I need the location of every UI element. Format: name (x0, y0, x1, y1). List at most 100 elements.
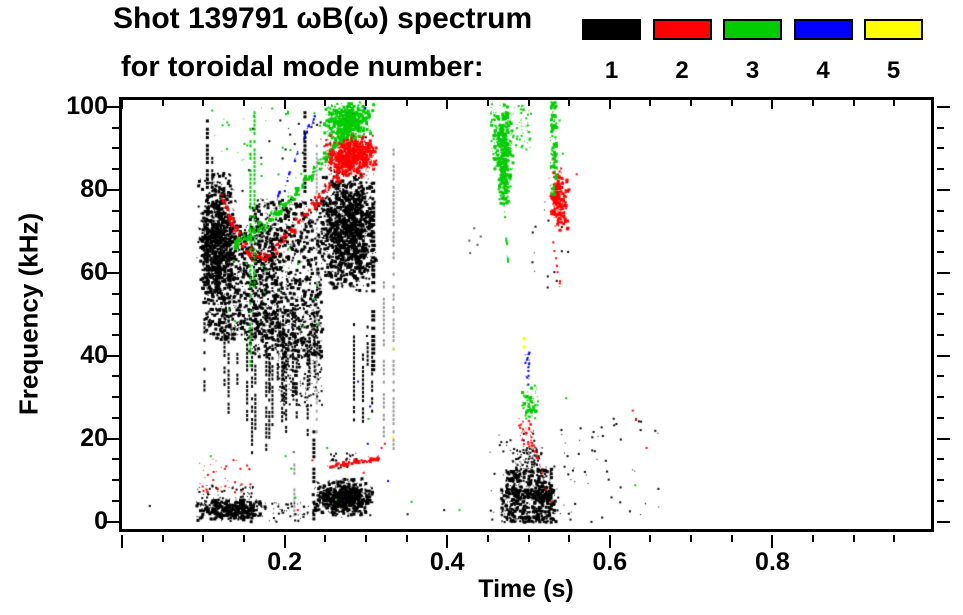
y-major-tick (106, 437, 119, 440)
y-major-tick (106, 188, 119, 191)
legend-swatch-n4 (793, 19, 853, 40)
y-major-tick-right (937, 271, 950, 274)
legend-label-n5: 5 (886, 57, 901, 84)
x-minor-tick (405, 535, 408, 542)
x-minor-tick-top (893, 100, 896, 106)
y-minor-tick-right (937, 479, 944, 482)
x-major-tick (771, 535, 774, 548)
chart-title-line1: Shot 139791 ωB(ω) spectrum (113, 2, 533, 35)
x-tick-label: 0.6 (592, 548, 628, 576)
legend-label-n1: 1 (604, 57, 619, 84)
y-minor-tick (112, 230, 119, 233)
y-minor-tick (112, 313, 119, 316)
legend-label-n2: 2 (675, 57, 689, 84)
x-minor-tick (364, 535, 367, 542)
legend-swatch-n5 (864, 19, 923, 40)
x-minor-tick (161, 535, 164, 542)
x-minor-tick (852, 535, 855, 542)
y-tick-label: 80 (80, 174, 108, 203)
legend-swatch-n3 (723, 19, 782, 40)
y-minor-tick-right (937, 375, 944, 378)
y-minor-tick-right (937, 147, 944, 150)
x-minor-tick (242, 535, 245, 542)
x-major-tick (121, 535, 123, 548)
x-major-tick (446, 535, 449, 548)
y-minor-tick (112, 499, 119, 502)
x-minor-tick-top (161, 100, 164, 106)
y-minor-tick-right (937, 458, 944, 461)
y-minor-tick (112, 126, 119, 129)
x-minor-tick-top (364, 100, 367, 106)
x-minor-tick (893, 535, 896, 542)
x-tick-label: 0.2 (267, 548, 302, 576)
x-minor-tick (690, 535, 693, 542)
y-tick-label: 20 (80, 423, 108, 452)
legend-label-n4: 4 (816, 57, 830, 84)
y-minor-tick (112, 416, 119, 419)
x-minor-tick-top (649, 100, 652, 106)
x-minor-tick (730, 535, 733, 542)
y-major-tick (106, 520, 119, 523)
y-minor-tick-right (937, 230, 944, 233)
y-minor-tick-right (937, 251, 944, 254)
x-axis-title: Time (s) (478, 575, 574, 603)
y-tick-label: 0 (94, 506, 108, 535)
y-major-tick (106, 106, 119, 109)
x-minor-tick-top (202, 100, 205, 106)
y-minor-tick-right (937, 334, 944, 337)
spectrogram-canvas (122, 100, 931, 529)
x-minor-tick-top (242, 100, 245, 106)
x-minor-tick-top (690, 100, 693, 106)
y-axis-title: Frequency (kHz) (13, 212, 44, 416)
y-minor-tick (112, 396, 119, 399)
x-minor-tick (527, 535, 530, 542)
x-minor-tick-top (852, 100, 855, 106)
y-minor-tick (112, 168, 119, 171)
x-minor-tick (486, 535, 489, 542)
x-major-tick-top (608, 100, 611, 109)
y-minor-tick-right (937, 292, 944, 295)
y-minor-tick-right (937, 313, 944, 316)
y-minor-tick (112, 209, 119, 212)
y-minor-tick (112, 292, 119, 295)
x-tick-label: 0.4 (429, 548, 465, 576)
x-major-tick-top (121, 100, 123, 109)
y-minor-tick-right (937, 416, 944, 419)
y-tick-label: 60 (80, 257, 108, 286)
plot-area (119, 97, 934, 532)
y-minor-tick-right (937, 168, 944, 171)
chart-title-line2: for toroidal mode number: (121, 51, 484, 83)
y-minor-tick-right (937, 209, 944, 212)
y-minor-tick-right (937, 126, 944, 129)
x-minor-tick-top (324, 100, 327, 106)
y-minor-tick-right (937, 396, 944, 399)
y-major-tick (106, 271, 119, 274)
legend-label-n3: 3 (745, 57, 760, 84)
y-minor-tick (112, 147, 119, 150)
legend-swatch-n1 (582, 19, 641, 40)
x-major-tick-top (283, 100, 286, 109)
x-major-tick (608, 535, 611, 548)
x-major-tick (283, 535, 286, 548)
y-tick-label: 100 (66, 92, 108, 121)
y-minor-tick (112, 375, 119, 378)
x-minor-tick-top (486, 100, 489, 106)
y-major-tick-right (937, 520, 950, 523)
y-minor-tick-right (937, 499, 944, 502)
x-minor-tick (202, 535, 205, 542)
y-minor-tick (112, 251, 119, 254)
x-major-tick-top (771, 100, 774, 109)
y-minor-tick (112, 334, 119, 337)
y-major-tick-right (937, 188, 950, 191)
x-minor-tick-top (527, 100, 530, 106)
x-minor-tick-top (812, 100, 815, 106)
y-major-tick-right (937, 437, 950, 440)
x-minor-tick-top (568, 100, 571, 106)
y-minor-tick (112, 479, 119, 482)
y-major-tick-right (937, 354, 950, 357)
x-minor-tick (568, 535, 571, 542)
y-minor-tick (112, 458, 119, 461)
x-minor-tick-top (405, 100, 408, 106)
x-minor-tick-top (730, 100, 733, 106)
